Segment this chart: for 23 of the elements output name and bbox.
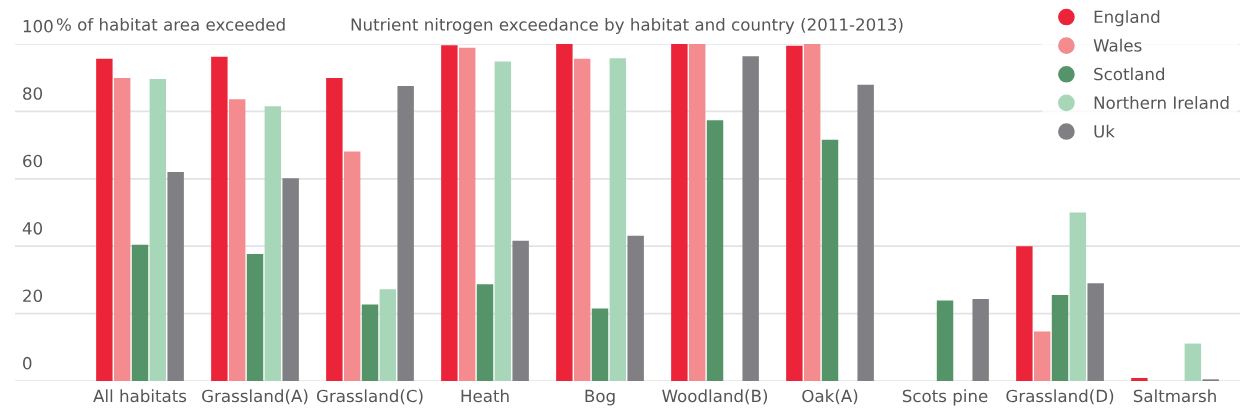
x-tick-label: Grassland(A) [202,389,308,405]
x-tick-label: Grassland(C) [316,389,423,405]
y-tick-label: 20 [23,289,43,303]
legend-label: Scotland [1094,67,1165,81]
x-tick-label: All habitats [93,389,187,403]
y-tick-label: 80 [23,87,43,100]
y-tick-label: 0 [23,356,32,370]
x-tick-label: Heath [461,389,509,403]
x-tick-label: Scots pine [902,389,988,406]
x-tick-label: Saltmarsh [1133,389,1216,403]
y-tick-label: 40 [22,222,43,235]
legend-label: England [1094,10,1160,27]
x-tick-label: Woodland(B) [662,389,768,405]
x-tick-label: Oak(A) [802,389,858,405]
chart-title: Nutrient nitrogen exceedance by habitat and country (2011-2013) [351,17,903,35]
x-tick-label: Bog [585,389,615,406]
legend-label: Uk [1094,124,1115,138]
y-tick-label: 100 [23,19,53,33]
legend-label: Wales [1093,38,1142,52]
x-tick-label: Grassland(D) [1006,389,1114,405]
y-tick-label: 60 [23,154,43,168]
y-axis-title: % of habitat area exceeded [56,17,285,31]
legend-label: Northern Ireland [1094,96,1229,109]
